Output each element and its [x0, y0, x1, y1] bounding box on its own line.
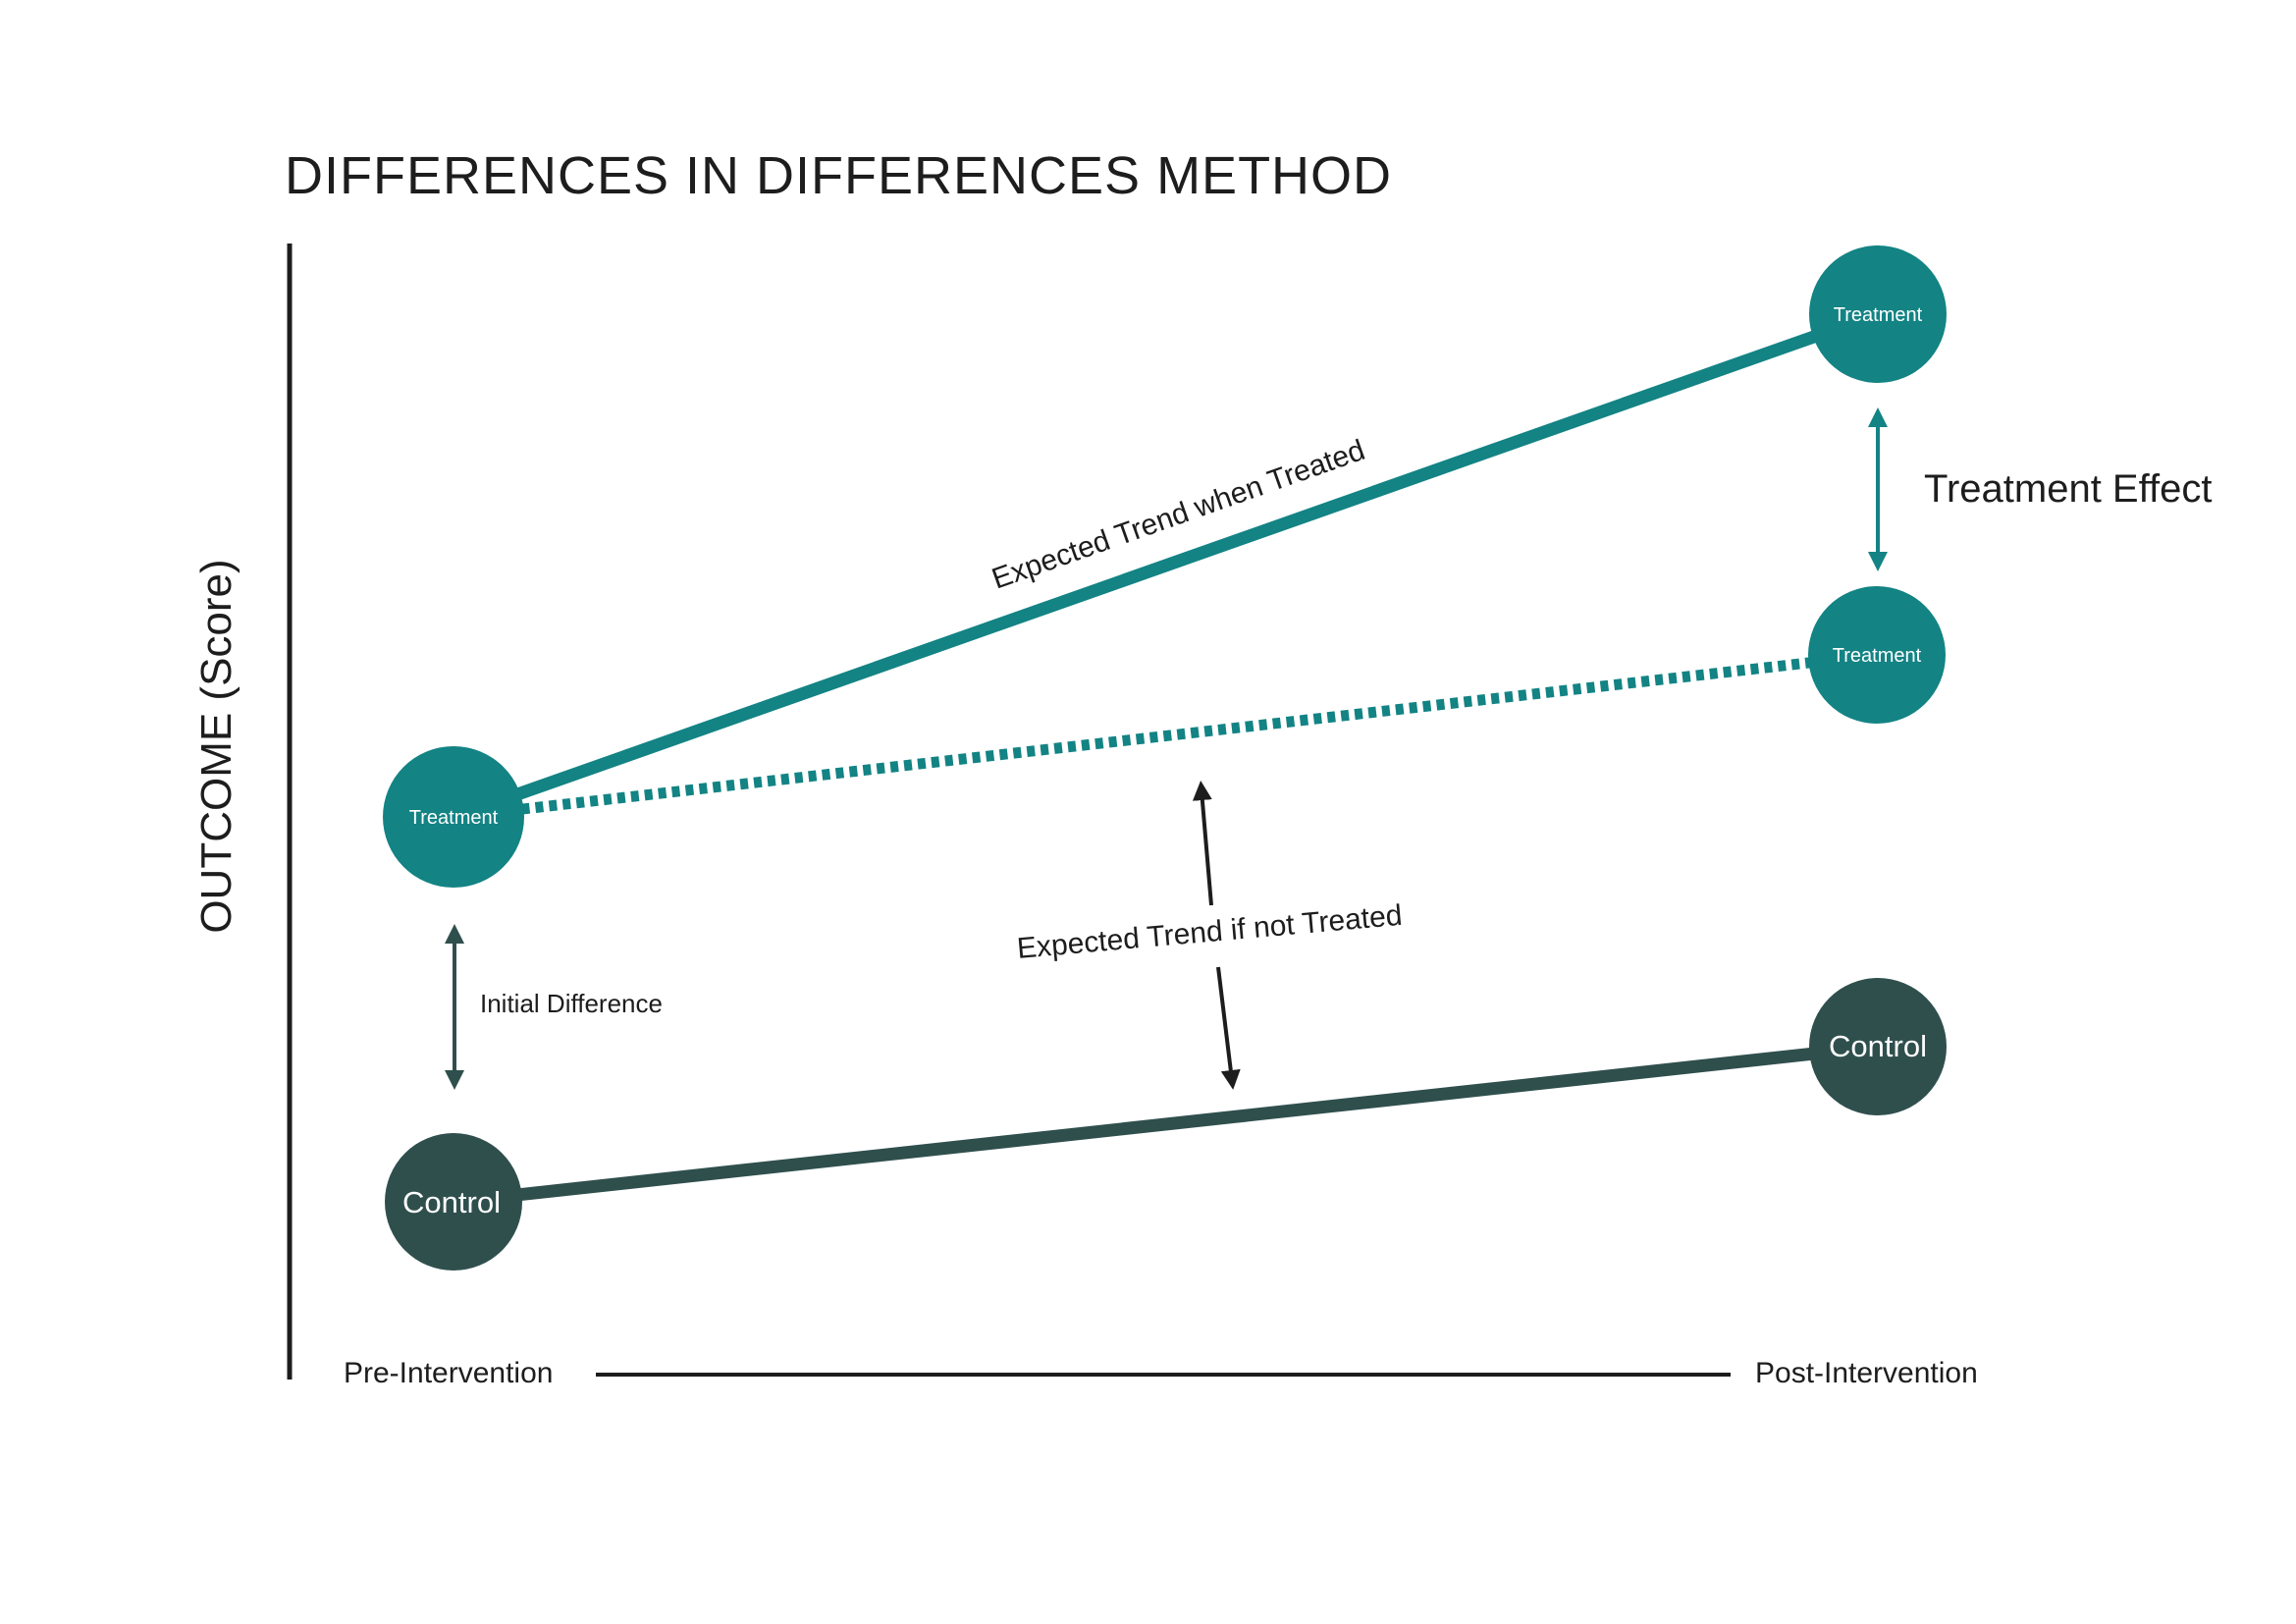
treatment-trend-line	[451, 307, 1881, 824]
control-post-label: Control	[1829, 1029, 1927, 1063]
treatment-pre-label: Treatment	[409, 807, 499, 829]
treatment-post-actual-node: Treatment	[1809, 245, 1947, 383]
not-treated-arrow-upper	[1192, 781, 1213, 906]
control-trend-line	[453, 1040, 1879, 1209]
not-treated-arrow-lower	[1216, 966, 1241, 1090]
y-axis-label: OUTCOME (Score)	[192, 559, 240, 933]
counterfactual-trend-line	[453, 649, 1879, 823]
diagram-title: DIFFERENCES IN DIFFERENCES METHOD	[285, 146, 1392, 205]
treatment-post-counterfactual-label: Treatment	[1833, 645, 1922, 667]
treatment-post-counterfactual-node: Treatment	[1808, 586, 1946, 724]
x-axis-start-label: Pre-Intervention	[344, 1357, 553, 1389]
treatment-post-actual-label: Treatment	[1834, 304, 1923, 326]
treatment-pre-node: Treatment	[383, 746, 524, 888]
initial-difference-label: Initial Difference	[480, 989, 663, 1018]
expected-trend-not-treated-label: Expected Trend if not Treated	[1016, 899, 1404, 965]
treatment-effect-label: Treatment Effect	[1924, 467, 2212, 511]
x-axis-end-label: Post-Intervention	[1755, 1357, 1978, 1389]
control-post-node: Control	[1809, 978, 1947, 1115]
control-pre-node: Control	[385, 1133, 522, 1271]
control-pre-label: Control	[402, 1185, 501, 1219]
